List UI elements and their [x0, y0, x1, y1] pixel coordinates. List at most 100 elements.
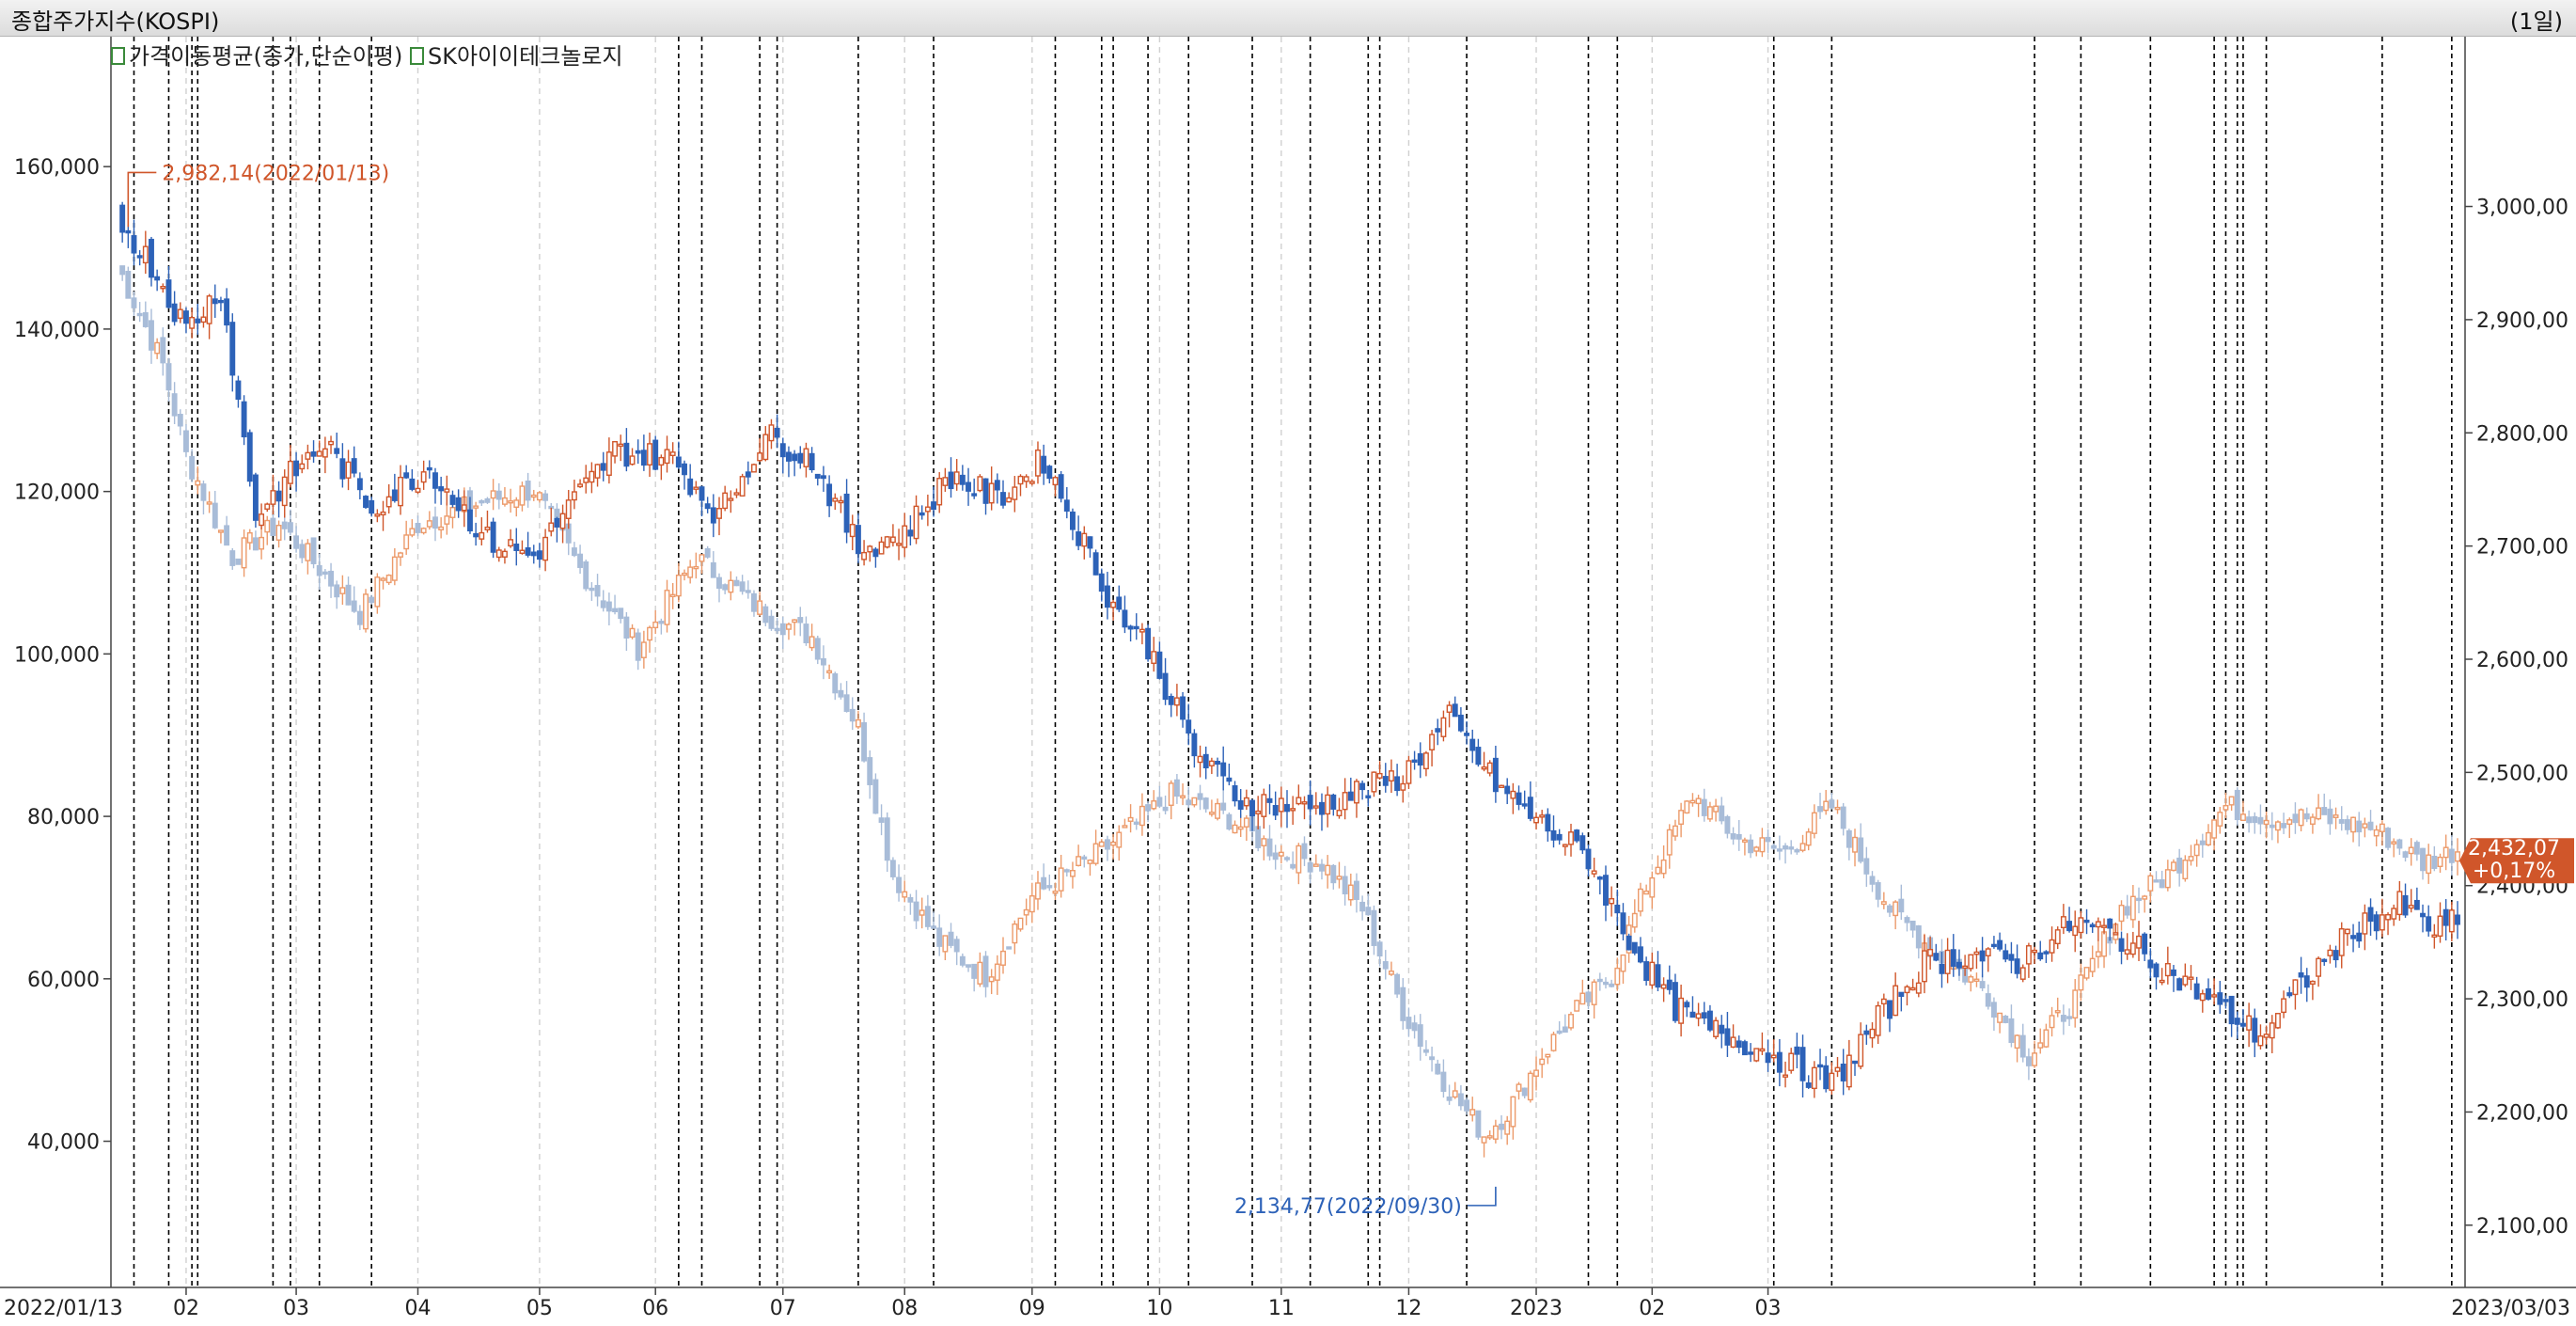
sk-candle	[1748, 1051, 1754, 1055]
sk-candle	[299, 463, 306, 470]
sk-candle	[1052, 477, 1059, 486]
kospi-candle	[635, 632, 641, 661]
sk-candles	[119, 201, 2460, 1098]
kospi-candle	[924, 906, 931, 927]
kospi-candle	[530, 494, 537, 498]
kospi-candle	[1301, 843, 1308, 860]
kospi-candle	[508, 500, 514, 504]
sk-candle	[1312, 805, 1319, 809]
kospi-candle	[682, 572, 687, 576]
sk-candle	[716, 508, 722, 519]
sk-candle	[495, 549, 502, 559]
sk-candle	[2153, 963, 2160, 978]
sk-candle	[1741, 1041, 1748, 1056]
kospi-candle	[1388, 971, 1394, 975]
kospi-candle	[1006, 946, 1013, 950]
sk-candle	[1997, 939, 2003, 950]
kospi-candle	[832, 672, 839, 694]
kospi-candle	[797, 617, 804, 624]
sk-candle	[1180, 696, 1186, 720]
kospi-candle	[2292, 813, 2299, 824]
sk-candle	[1852, 1060, 1858, 1065]
right-axis-tick-label: 2,900,00	[2476, 309, 2568, 333]
sk-candle	[2164, 963, 2171, 977]
kospi-candle	[398, 552, 403, 558]
x-axis-tick-label: 2023	[1510, 1297, 1563, 1320]
legend-series-2[interactable]: SK아이이테크놀로지	[427, 43, 623, 70]
kospi-candle	[1058, 867, 1064, 892]
sk-candle	[369, 499, 375, 514]
sk-candle	[1098, 573, 1105, 592]
kospi-candle	[1909, 920, 1916, 931]
kospi-candle	[2281, 823, 2287, 829]
kospi-candle	[1191, 797, 1198, 806]
kospi-candle	[495, 490, 502, 500]
sk-candle	[374, 513, 381, 517]
sk-candle	[403, 472, 410, 479]
kospi-candle	[525, 481, 531, 501]
sk-candle	[1261, 794, 1267, 817]
sk-candle	[2385, 913, 2391, 921]
sk-candle	[2078, 917, 2084, 934]
sk-candle	[1151, 651, 1157, 664]
x-axis-tick-label: 11	[1268, 1297, 1295, 1320]
sk-candle	[896, 543, 903, 546]
sk-candle	[1145, 627, 1152, 660]
kospi-candle	[1486, 1135, 1493, 1139]
left-axis-tick-label: 140,000	[14, 319, 100, 342]
sk-candle	[664, 449, 670, 465]
sk-candle	[994, 480, 1000, 491]
kospi-candle	[1643, 890, 1650, 895]
sk-candle	[2402, 894, 2409, 916]
sk-candle	[1805, 1082, 1812, 1088]
sk-candle	[415, 487, 421, 493]
x-axis-tick-label: 09	[1019, 1297, 1045, 1320]
sk-candle	[1898, 991, 1905, 998]
sk-candle	[1950, 949, 1956, 967]
kospi-candle	[2379, 823, 2385, 832]
sk-candle	[1429, 734, 1436, 750]
kospi-candle	[1614, 967, 1621, 986]
kospi-candle	[449, 507, 456, 518]
sk-candle	[1435, 728, 1441, 733]
kospi-candle	[1208, 812, 1215, 815]
kospi-candle	[1973, 978, 1980, 982]
kospi-candle	[1846, 829, 1852, 848]
sk-candle	[2431, 934, 2438, 938]
kospi-candle	[136, 312, 143, 317]
kospi-candle	[1197, 793, 1203, 800]
sk-candle	[322, 448, 328, 458]
kospi-candle	[217, 529, 224, 533]
sk-candle	[2025, 945, 2032, 965]
sk-candle	[669, 451, 676, 457]
sk-candle	[1006, 497, 1013, 503]
sk-candle	[1301, 801, 1308, 805]
sk-candle	[2338, 928, 2345, 956]
kospi-candle	[287, 522, 293, 533]
sk-candle	[1023, 476, 1029, 482]
sk-candle	[1139, 628, 1145, 633]
kospi-candle	[1596, 978, 1603, 983]
kospi-candle	[2199, 840, 2206, 845]
sk-candle	[165, 279, 172, 308]
kospi-candle	[1023, 908, 1029, 916]
kospi-candle	[2083, 967, 2090, 979]
sk-candle	[490, 521, 496, 553]
kospi-candle	[1104, 839, 1110, 850]
kospi-candle	[212, 502, 218, 529]
kospi-candle	[1510, 1096, 1516, 1128]
sk-candle	[2448, 909, 2455, 933]
sk-candle	[2350, 935, 2357, 939]
sk-candle	[814, 473, 821, 479]
sk-candle	[2032, 949, 2038, 954]
sk-candle	[849, 524, 856, 538]
kospi-candle	[1400, 987, 1406, 1021]
kospi-candle	[1243, 817, 1249, 828]
kospi-candle	[536, 492, 542, 501]
legend-series-1[interactable]: 가격이동평균(종가,단순이평)	[129, 43, 403, 70]
kospi-candle	[246, 531, 253, 544]
period-label[interactable]: (1일)	[2509, 8, 2563, 35]
kospi-candle	[1255, 826, 1262, 848]
sk-candle	[363, 496, 369, 509]
